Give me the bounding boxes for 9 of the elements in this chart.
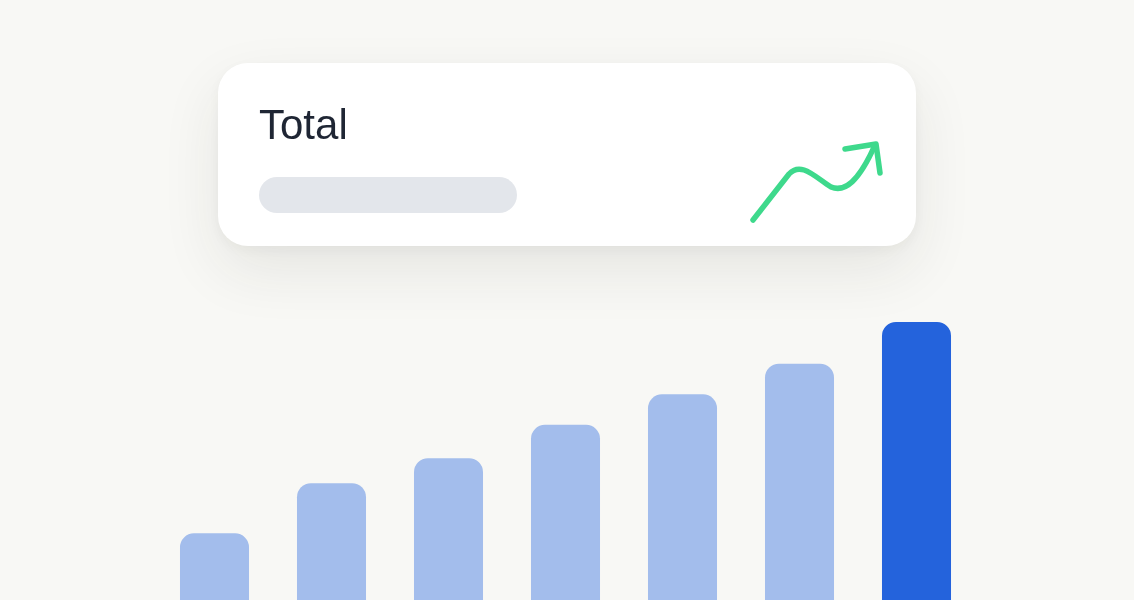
bar (179, 533, 250, 600)
bar (413, 458, 484, 600)
chart-title: Total (259, 101, 348, 149)
bar (881, 322, 952, 600)
bar (764, 363, 835, 600)
bar (647, 394, 718, 600)
bar (530, 424, 601, 600)
bar (296, 483, 367, 600)
card-panel: Total (218, 63, 916, 246)
